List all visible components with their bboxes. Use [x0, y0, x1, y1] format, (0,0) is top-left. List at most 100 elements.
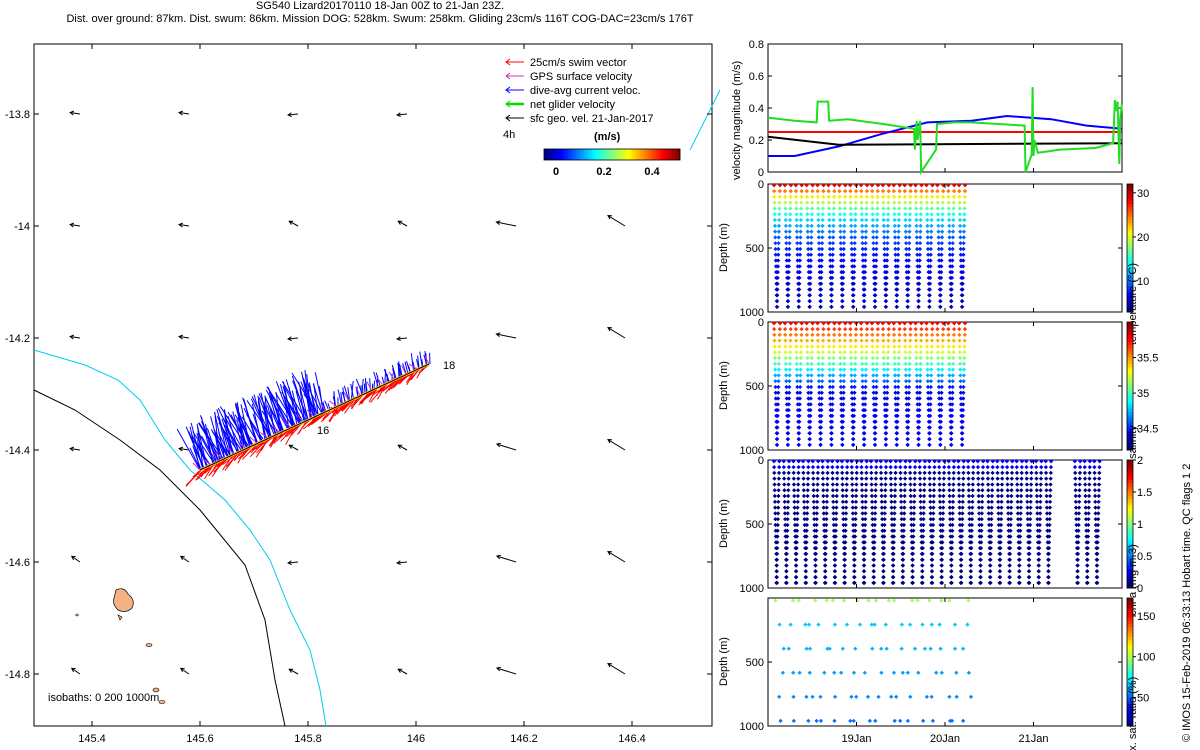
geo-velocity-arrowhead — [70, 555, 76, 561]
section-y-tick-label: 1000 — [740, 307, 764, 319]
section-point — [787, 246, 792, 252]
section-point — [906, 281, 911, 286]
section-point — [797, 258, 803, 263]
section-point — [914, 229, 919, 234]
section-point — [873, 293, 878, 298]
section-colorbar-cell — [1127, 488, 1133, 493]
section-point — [892, 229, 898, 234]
section-point — [775, 275, 780, 281]
gps-vector — [238, 441, 247, 450]
colorbar-cell — [634, 149, 637, 160]
colorbar-cell — [664, 149, 667, 160]
section-point — [915, 252, 920, 257]
section-point — [842, 217, 847, 223]
swim-vector — [361, 393, 369, 404]
section-point — [786, 258, 792, 263]
section-point — [796, 293, 802, 298]
section-point — [810, 188, 815, 194]
section-point — [784, 241, 789, 246]
section-point — [908, 194, 913, 199]
section-point — [851, 281, 856, 286]
colorbar-cell — [658, 149, 661, 160]
colorbar-cell — [578, 149, 581, 160]
section-point — [842, 194, 848, 199]
section-point — [859, 188, 864, 194]
section-colorbar-tick-label: 34.5 — [1137, 424, 1158, 436]
section-point — [875, 206, 880, 211]
colorbar-cell — [644, 149, 647, 160]
section-point — [913, 200, 919, 205]
section-colorbar-cell — [1127, 244, 1133, 249]
geo-velocity-arrow — [607, 663, 626, 675]
geo-velocity-arrow — [607, 327, 626, 339]
section-colorbar-cell — [1127, 540, 1133, 544]
swim-vector — [242, 444, 258, 460]
current-vector — [210, 416, 223, 460]
section-point — [862, 298, 867, 304]
geo-velocity-arrowhead — [179, 555, 185, 561]
colorbar-cell — [614, 149, 617, 160]
section-colorbar-cell — [1127, 232, 1133, 236]
section-point — [816, 217, 821, 223]
geo-velocity-arrowhead — [69, 446, 75, 452]
section-colorbar-cell — [1127, 325, 1133, 329]
section-point — [772, 194, 777, 199]
section-point — [777, 183, 783, 188]
section-colorbar-cell — [1127, 222, 1133, 227]
swim-vector — [280, 428, 294, 442]
current-vector — [251, 403, 262, 442]
current-vector — [196, 423, 208, 466]
section-point — [773, 246, 778, 252]
section-point — [783, 229, 789, 234]
colorbar-cell — [628, 149, 631, 160]
section-point — [896, 241, 901, 246]
section-point — [827, 217, 832, 223]
geo-velocity-arrowhead — [288, 444, 294, 449]
current-vector — [192, 431, 215, 464]
section-point — [895, 264, 900, 269]
section-point — [871, 235, 876, 240]
section-colorbar-cell — [1127, 614, 1133, 618]
section-colorbar-tick-label: 35 — [1137, 388, 1149, 400]
swim-vector — [285, 425, 297, 445]
section-point — [777, 200, 782, 205]
section-point — [831, 235, 836, 240]
section-point — [805, 212, 810, 217]
section-y-tick-label: 500 — [746, 519, 764, 531]
section-colorbar-cell — [1127, 668, 1133, 673]
section-point — [902, 188, 907, 194]
section-point — [853, 212, 858, 217]
section-point — [819, 275, 824, 281]
section-point — [851, 293, 856, 298]
section-colorbar-cell — [1127, 203, 1133, 207]
section-colorbar-cell — [1127, 485, 1133, 490]
section-point — [903, 217, 908, 223]
section-point — [841, 246, 846, 252]
section-point — [849, 223, 854, 228]
section-point — [827, 246, 833, 252]
section-point — [774, 304, 780, 310]
section-point — [828, 252, 833, 257]
section-point — [829, 293, 834, 298]
current-vector — [392, 368, 396, 380]
section-colorbar-cell — [1127, 646, 1133, 650]
geo-velocity-arrow — [607, 439, 626, 451]
geo-velocity-arrow — [70, 224, 81, 227]
section-point — [830, 241, 836, 246]
section-point — [838, 235, 843, 240]
geo-velocity-arrowhead — [607, 327, 612, 332]
track-centerline — [199, 363, 430, 471]
section-point — [773, 252, 778, 257]
section-point — [864, 206, 869, 211]
section-point — [849, 229, 854, 234]
islet — [117, 614, 123, 621]
section-point — [851, 275, 857, 281]
legend-swatch-head — [505, 86, 511, 94]
section-point — [784, 252, 789, 257]
current-vector — [257, 400, 266, 441]
section-point — [775, 264, 781, 269]
section-y-tick-label: 500 — [746, 243, 764, 255]
geo-velocity-arrowhead — [178, 110, 184, 116]
current-vector — [342, 387, 346, 402]
glider-track — [176, 351, 431, 487]
